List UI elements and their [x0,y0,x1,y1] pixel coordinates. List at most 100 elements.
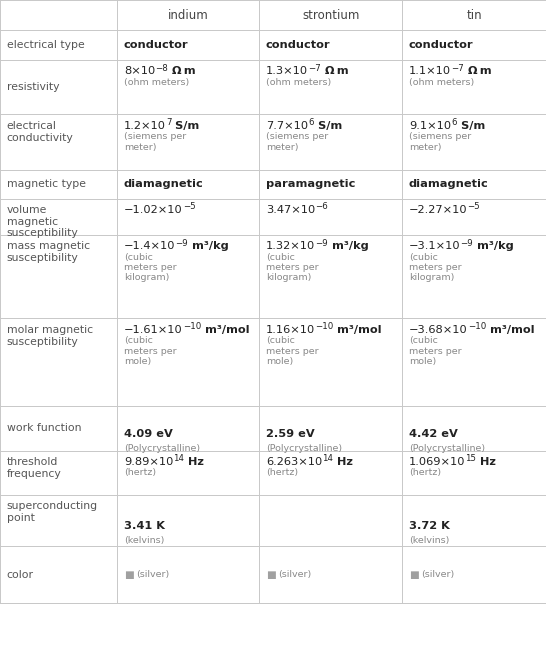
Text: m³/mol: m³/mol [486,325,535,335]
Text: color: color [7,570,33,580]
Text: (siemens per
meter): (siemens per meter) [266,132,328,151]
Text: (ohm meters): (ohm meters) [266,78,331,87]
Text: Ω m: Ω m [464,66,491,76]
Text: (hertz): (hertz) [409,468,441,478]
Text: conductor: conductor [409,40,473,50]
Text: (hertz): (hertz) [266,468,298,478]
Text: superconducting
point: superconducting point [7,501,98,523]
Text: (cubic
meters per
kilogram): (cubic meters per kilogram) [266,253,318,282]
Text: (ohm meters): (ohm meters) [409,78,474,87]
Text: (ohm meters): (ohm meters) [124,78,189,87]
Text: 1.3×10: 1.3×10 [266,66,308,76]
Text: 2.59 eV: 2.59 eV [266,428,314,439]
Text: 1.2×10: 1.2×10 [124,121,166,131]
Text: S/m: S/m [313,121,342,131]
Text: (cubic
meters per
kilogram): (cubic meters per kilogram) [124,253,176,282]
Text: 1.069×10: 1.069×10 [409,457,465,467]
Text: 1.1×10: 1.1×10 [409,66,451,76]
Text: −3.1×10: −3.1×10 [409,241,461,251]
Text: 1.16×10: 1.16×10 [266,325,315,335]
Text: 3.41 K: 3.41 K [124,520,165,531]
Text: −5: −5 [467,203,480,211]
Text: −1.02×10: −1.02×10 [124,205,183,215]
Text: 14: 14 [322,455,333,463]
Text: (Polycrystalline): (Polycrystalline) [409,444,485,453]
Text: (silver): (silver) [278,570,311,579]
Text: ■: ■ [266,570,276,580]
Text: −10: −10 [183,322,201,331]
Text: −7: −7 [451,64,464,72]
Text: −2.27×10: −2.27×10 [409,205,467,215]
Text: −10: −10 [468,322,486,331]
Text: volume
magnetic
susceptibility: volume magnetic susceptibility [7,205,78,238]
Text: S/m: S/m [171,121,200,131]
Text: m³/mol: m³/mol [201,325,250,335]
Text: magnetic type: magnetic type [7,179,86,190]
Text: (cubic
meters per
mole): (cubic meters per mole) [124,336,176,366]
Text: (cubic
meters per
mole): (cubic meters per mole) [409,336,461,366]
Text: 15: 15 [465,455,477,463]
Text: 7: 7 [166,118,171,127]
Text: 1.32×10: 1.32×10 [266,241,315,251]
Text: conductor: conductor [124,40,188,50]
Text: Hz: Hz [185,457,204,467]
Text: −9: −9 [315,239,328,247]
Text: (silver): (silver) [136,570,169,579]
Text: work function: work function [7,423,81,434]
Text: (hertz): (hertz) [124,468,156,478]
Text: mass magnetic
susceptibility: mass magnetic susceptibility [7,241,90,263]
Text: (silver): (silver) [421,570,454,579]
Text: diamagnetic: diamagnetic [124,179,204,190]
Text: m³/kg: m³/kg [473,241,514,251]
Text: indium: indium [168,9,209,22]
Text: −3.68×10: −3.68×10 [409,325,468,335]
Text: 3.72 K: 3.72 K [409,520,450,531]
Text: −6: −6 [315,203,328,211]
Text: Ω m: Ω m [321,66,348,76]
Text: −9: −9 [461,239,473,247]
Text: 4.42 eV: 4.42 eV [409,428,458,439]
Text: 6.263×10: 6.263×10 [266,457,322,467]
Text: 8×10: 8×10 [124,66,155,76]
Text: 9.1×10: 9.1×10 [409,121,451,131]
Text: diamagnetic: diamagnetic [409,179,489,190]
Text: electrical type: electrical type [7,40,84,50]
Text: 3.47×10: 3.47×10 [266,205,315,215]
Text: S/m: S/m [456,121,485,131]
Text: (Polycrystalline): (Polycrystalline) [124,444,200,453]
Text: 9.89×10: 9.89×10 [124,457,173,467]
Text: electrical
conductivity: electrical conductivity [7,121,73,143]
Text: Ω m: Ω m [168,66,195,76]
Text: 7.7×10: 7.7×10 [266,121,308,131]
Text: m³/kg: m³/kg [188,241,229,251]
Text: −9: −9 [175,239,188,247]
Text: (siemens per
meter): (siemens per meter) [409,132,471,151]
Text: tin: tin [466,9,482,22]
Text: (Polycrystalline): (Polycrystalline) [266,444,342,453]
Text: threshold
frequency: threshold frequency [7,457,61,479]
Text: resistivity: resistivity [7,82,59,92]
Text: Hz: Hz [477,457,496,467]
Text: (kelvins): (kelvins) [409,536,449,545]
Text: −8: −8 [155,64,168,72]
Text: ■: ■ [124,570,134,580]
Text: (kelvins): (kelvins) [124,536,164,545]
Text: (siemens per
meter): (siemens per meter) [124,132,186,151]
Text: −7: −7 [308,64,321,72]
Text: 6: 6 [451,118,456,127]
Text: −1.4×10: −1.4×10 [124,241,175,251]
Text: molar magnetic
susceptibility: molar magnetic susceptibility [7,325,93,347]
Text: conductor: conductor [266,40,330,50]
Text: m³/kg: m³/kg [328,241,369,251]
Text: Hz: Hz [333,457,353,467]
Text: −5: −5 [183,203,195,211]
Text: −1.61×10: −1.61×10 [124,325,183,335]
Text: m³/mol: m³/mol [334,325,382,335]
Text: 4.09 eV: 4.09 eV [124,428,173,439]
Text: ■: ■ [409,570,419,580]
Text: strontium: strontium [302,9,360,22]
Text: (cubic
meters per
kilogram): (cubic meters per kilogram) [409,253,461,282]
Text: paramagnetic: paramagnetic [266,179,355,190]
Text: (cubic
meters per
mole): (cubic meters per mole) [266,336,318,366]
Text: 6: 6 [308,118,313,127]
